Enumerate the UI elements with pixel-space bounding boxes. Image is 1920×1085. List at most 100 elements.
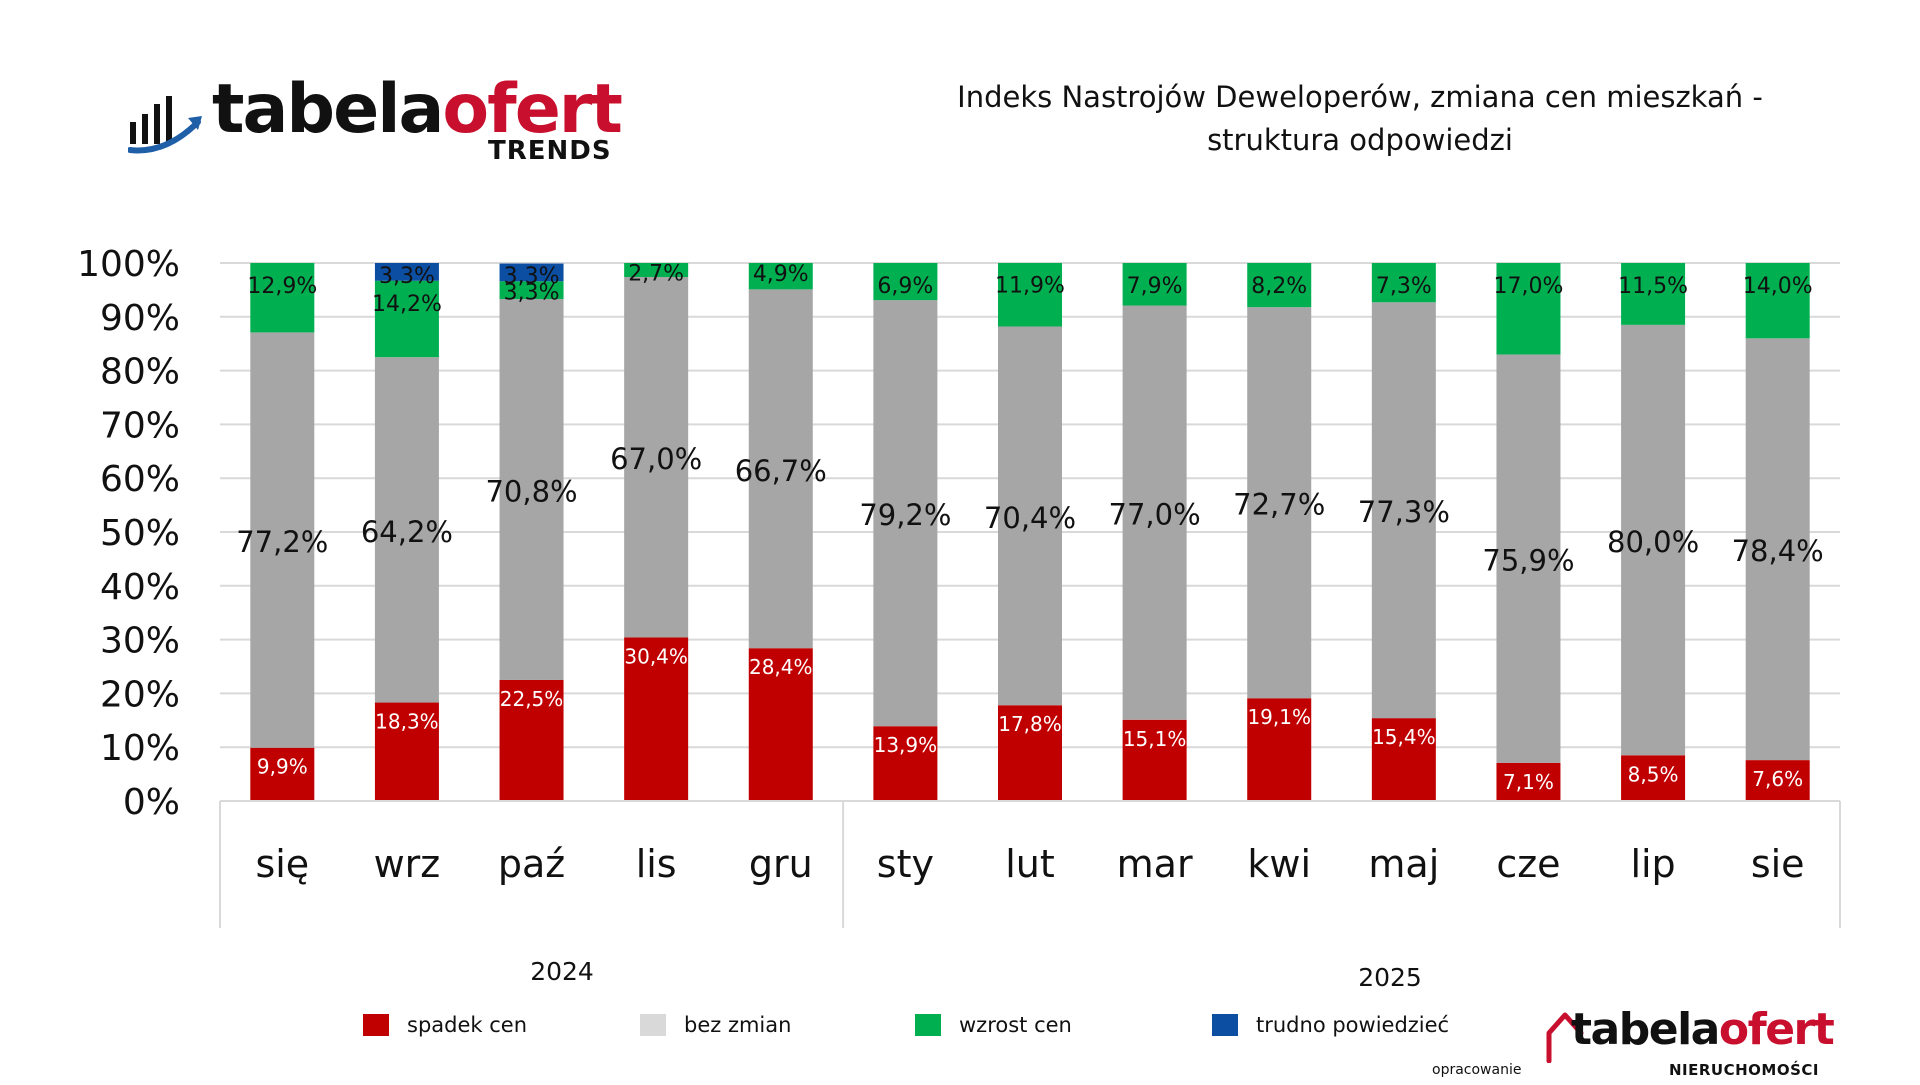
- x-tick-label: wrz: [374, 842, 441, 886]
- data-label-wzrost: 12,9%: [247, 274, 317, 299]
- x-tick-label: sty: [877, 842, 934, 886]
- legend-label-trudno: trudno powiedzieć: [1256, 1013, 1450, 1037]
- data-label-trudno: 3,3%: [504, 264, 560, 289]
- tabelaofert-trends-logo: tabelaofert TRENDS: [128, 70, 623, 180]
- data-label-bez-zmian: 66,7%: [735, 454, 827, 488]
- bar-segment: [998, 263, 1062, 327]
- x-tick-label: paź: [498, 842, 565, 886]
- bar-segment: [1745, 263, 1810, 339]
- x-tick-label: sie: [1751, 842, 1805, 886]
- chart-title-line-1: Indeks Nastrojów Deweloperów, zmiana cen…: [957, 80, 1763, 114]
- data-label-bez-zmian: 70,4%: [984, 501, 1076, 535]
- bar-segment: [748, 263, 813, 290]
- house-logo-icon: [1546, 1012, 1584, 1063]
- y-tick-label: 50%: [100, 513, 180, 554]
- data-label-trudno: 3,3%: [379, 264, 435, 289]
- data-label-spadek: 18,3%: [375, 710, 439, 734]
- logo-wordmark: tabelaofert: [212, 70, 623, 149]
- bar-segment: [499, 263, 564, 282]
- bar-segment: [374, 702, 439, 801]
- x-tick-label: się: [255, 842, 309, 886]
- data-label-spadek: 7,1%: [1503, 770, 1554, 794]
- bar-segment: [624, 637, 689, 801]
- bar-segment: [624, 263, 689, 277]
- bar-segment: [1122, 719, 1187, 801]
- data-label-bez-zmian: 78,4%: [1732, 534, 1824, 568]
- legend-item-trudno: trudno powiedzieć: [1212, 1005, 1449, 1045]
- y-tick-label: 60%: [100, 459, 180, 500]
- data-label-wzrost: 4,9%: [753, 262, 809, 287]
- y-tick-label: 10%: [100, 728, 180, 769]
- data-label-spadek: 15,4%: [1372, 725, 1436, 749]
- legend-swatch-bez-zmian: [640, 1014, 666, 1036]
- data-label-wzrost: 14,2%: [372, 292, 442, 317]
- legend-item-wzrost: wzrost cen: [915, 1005, 1072, 1045]
- data-label-spadek: 7,6%: [1752, 767, 1803, 791]
- y-tick-label: 70%: [100, 405, 180, 446]
- x-tick-label: lip: [1630, 842, 1675, 886]
- data-label-wzrost: 14,0%: [1743, 274, 1813, 299]
- data-label-bez-zmian: 75,9%: [1482, 544, 1574, 578]
- bar-segment: [1247, 698, 1312, 801]
- footer-logo-subtitle: NIERUCHOMOŚCI: [1669, 1061, 1819, 1079]
- data-label-wzrost: 7,9%: [1127, 274, 1183, 299]
- bar-segment: [250, 263, 315, 333]
- y-tick-label: 30%: [100, 621, 180, 662]
- bar-segment: [374, 263, 439, 281]
- data-label-bez-zmian: 77,0%: [1109, 498, 1201, 532]
- bar-segment: [873, 300, 938, 727]
- bar-segment: [250, 747, 315, 801]
- y-tick-label: 0%: [123, 782, 180, 823]
- y-tick-label: 90%: [100, 298, 180, 339]
- bar-segment: [873, 263, 938, 301]
- bar-segment: [1621, 755, 1686, 801]
- x-tick-label: lis: [636, 842, 677, 886]
- legend-item-spadek: spadek cen: [363, 1005, 527, 1045]
- bar-segment: [1496, 263, 1561, 355]
- bar-segment: [1371, 718, 1436, 801]
- y-tick-label: 20%: [100, 674, 180, 715]
- bar-segment: [499, 679, 564, 801]
- data-label-wzrost: 8,2%: [1251, 274, 1307, 299]
- data-label-bez-zmian: 70,8%: [485, 474, 577, 508]
- bar-segment: [1247, 263, 1312, 308]
- data-label-bez-zmian: 79,2%: [859, 498, 951, 532]
- data-label-spadek: 19,1%: [1247, 705, 1311, 729]
- bar-segment: [1247, 307, 1312, 699]
- bar-segment: [748, 289, 813, 649]
- tabelaofert-nieruchomosci-logo: tabelaofert NIERUCHOMOŚCI: [1545, 1005, 1835, 1085]
- bar-segment: [499, 299, 564, 680]
- chart-title-line-2: struktura odpowiedzi: [1207, 123, 1513, 157]
- data-label-wzrost: 2,7%: [628, 261, 684, 286]
- bar-segment: [998, 326, 1062, 706]
- x-tick-label: cze: [1496, 842, 1560, 886]
- bar-segment: [499, 281, 564, 300]
- bar-segment: [250, 332, 315, 748]
- chart-title: Indeks Nastrojów Deweloperów, zmiana cen…: [880, 76, 1840, 162]
- bar-segment: [624, 276, 689, 638]
- bar-segment: [1496, 354, 1561, 763]
- bar-segment: [873, 726, 938, 801]
- bar-segment: [1496, 762, 1561, 801]
- data-label-wzrost: 7,3%: [1376, 274, 1432, 299]
- x-tick-label: maj: [1368, 842, 1439, 886]
- x-tick-label: gru: [749, 842, 813, 886]
- data-label-bez-zmian: 67,0%: [610, 442, 702, 476]
- logo-subtitle: TRENDS: [488, 136, 612, 166]
- group-label-2024: 2024: [530, 957, 594, 986]
- bar-segment: [998, 705, 1062, 801]
- data-label-wzrost: 3,3%: [504, 280, 560, 305]
- data-label-wzrost: 11,5%: [1618, 274, 1688, 299]
- data-label-wzrost: 17,0%: [1494, 274, 1564, 299]
- data-label-spadek: 13,9%: [874, 733, 938, 757]
- data-label-spadek: 28,4%: [749, 655, 813, 679]
- y-tick-label: 80%: [100, 352, 180, 393]
- data-label-bez-zmian: 80,0%: [1607, 525, 1699, 559]
- bar-segment: [1371, 302, 1436, 719]
- data-label-spadek: 15,1%: [1123, 727, 1187, 751]
- legend-label-spadek: spadek cen: [407, 1013, 528, 1037]
- bar-segment: [1122, 305, 1187, 720]
- data-label-wzrost: 11,9%: [995, 273, 1065, 298]
- stacked-bar-chart: 0% 10% 20% 30% 40% 50% 60% 70% 80% 90% 100% 9,9% 77,…: [77, 244, 1841, 992]
- credit-text: opracowanie: [1432, 1062, 1522, 1078]
